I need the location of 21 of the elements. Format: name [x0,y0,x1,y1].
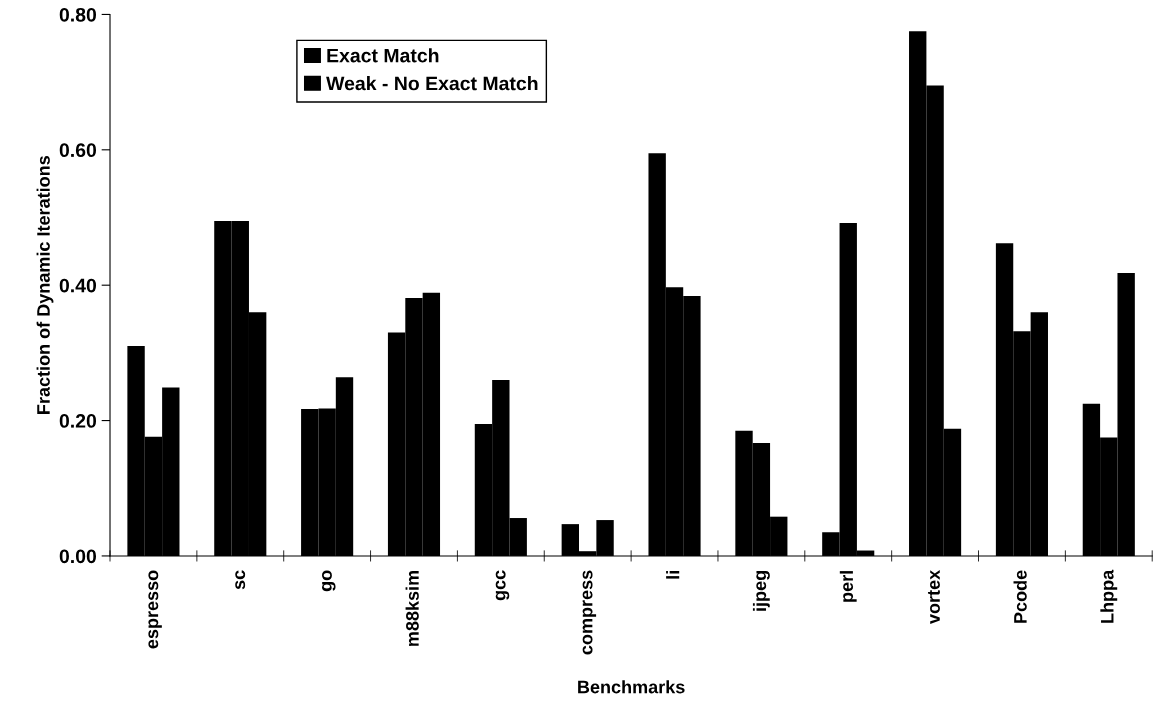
x-tick-label: espresso [148,570,162,649]
y-tick-label: 0.80 [59,7,97,22]
x-axis-title: Benchmarks [578,680,685,694]
y-tick-label: 0.40 [59,278,97,293]
x-tick-label: sc [235,570,246,590]
y-axis-title: Fraction of Dynamic Iterations [36,156,54,414]
y-tick-label: 0.60 [59,143,97,158]
y-tick-label: 0.00 [59,549,97,564]
x-tick-label: ijpeg [752,571,770,611]
x-tick-label: perl [839,571,857,602]
y-tick-label: 0.20 [59,414,97,428]
x-tick-label: Pcode [1013,570,1027,623]
x-tick-label: gcc [495,570,510,601]
x-tick-label: vortex [927,569,940,624]
legend-label: Exact Match [327,48,439,63]
x-tick-label: m88ksim [405,570,419,646]
x-tick-label: go [322,570,336,592]
x-tick-label: li [666,571,680,579]
legend-label: Weak - No Exact Match [326,76,538,91]
x-tick-label: compress [582,570,597,655]
x-tick-label: Lhppa [1100,569,1118,623]
